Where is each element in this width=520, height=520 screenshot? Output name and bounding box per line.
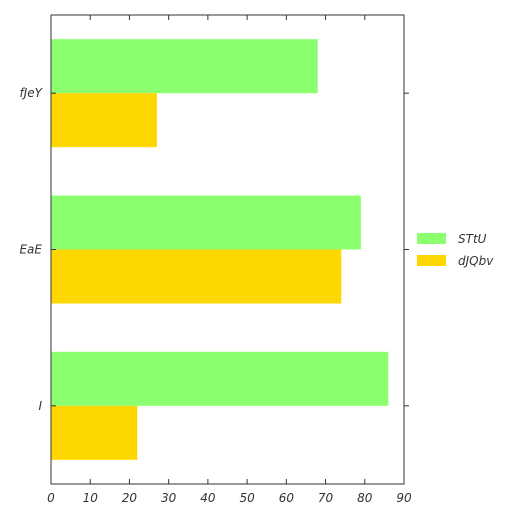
- legend-swatch: [417, 233, 446, 244]
- x-tick-label: 10: [83, 491, 99, 505]
- x-tick-label: 0: [47, 491, 55, 505]
- bar-STtU-fJeY: [51, 39, 318, 94]
- bar-STtU-I: [51, 351, 389, 406]
- y-tick-label: EaE: [19, 243, 42, 257]
- y-tick-label: I: [38, 399, 42, 413]
- x-tick-label: 90: [396, 491, 412, 505]
- bar-STtU-EaE: [51, 195, 361, 250]
- bar-dJQbv-I: [51, 405, 138, 460]
- y-tick-label: fJeY: [20, 86, 44, 100]
- legend-label: dJQbv: [458, 254, 494, 268]
- x-tick-label: 60: [279, 491, 295, 505]
- bar-dJQbv-EaE: [51, 249, 342, 304]
- x-tick-label: 50: [239, 491, 255, 505]
- y-tick-labels: fJeY EaE I: [19, 86, 43, 413]
- x-tick-label: 30: [161, 491, 177, 505]
- x-tick-labels: 0 10 20 30 40 50 60 70 80 90: [47, 491, 412, 505]
- x-tick-label: 20: [122, 491, 138, 505]
- x-tick-label: 70: [318, 491, 334, 505]
- bar-dJQbv-fJeY: [51, 93, 157, 148]
- bars-group: [51, 39, 389, 460]
- legend-label: STtU: [458, 232, 487, 246]
- x-tick-label: 80: [357, 491, 373, 505]
- ticks-group: [50, 15, 409, 484]
- legend-swatch: [417, 255, 446, 266]
- x-tick-label: 40: [200, 491, 216, 505]
- legend: STtU dJQbv: [417, 232, 494, 268]
